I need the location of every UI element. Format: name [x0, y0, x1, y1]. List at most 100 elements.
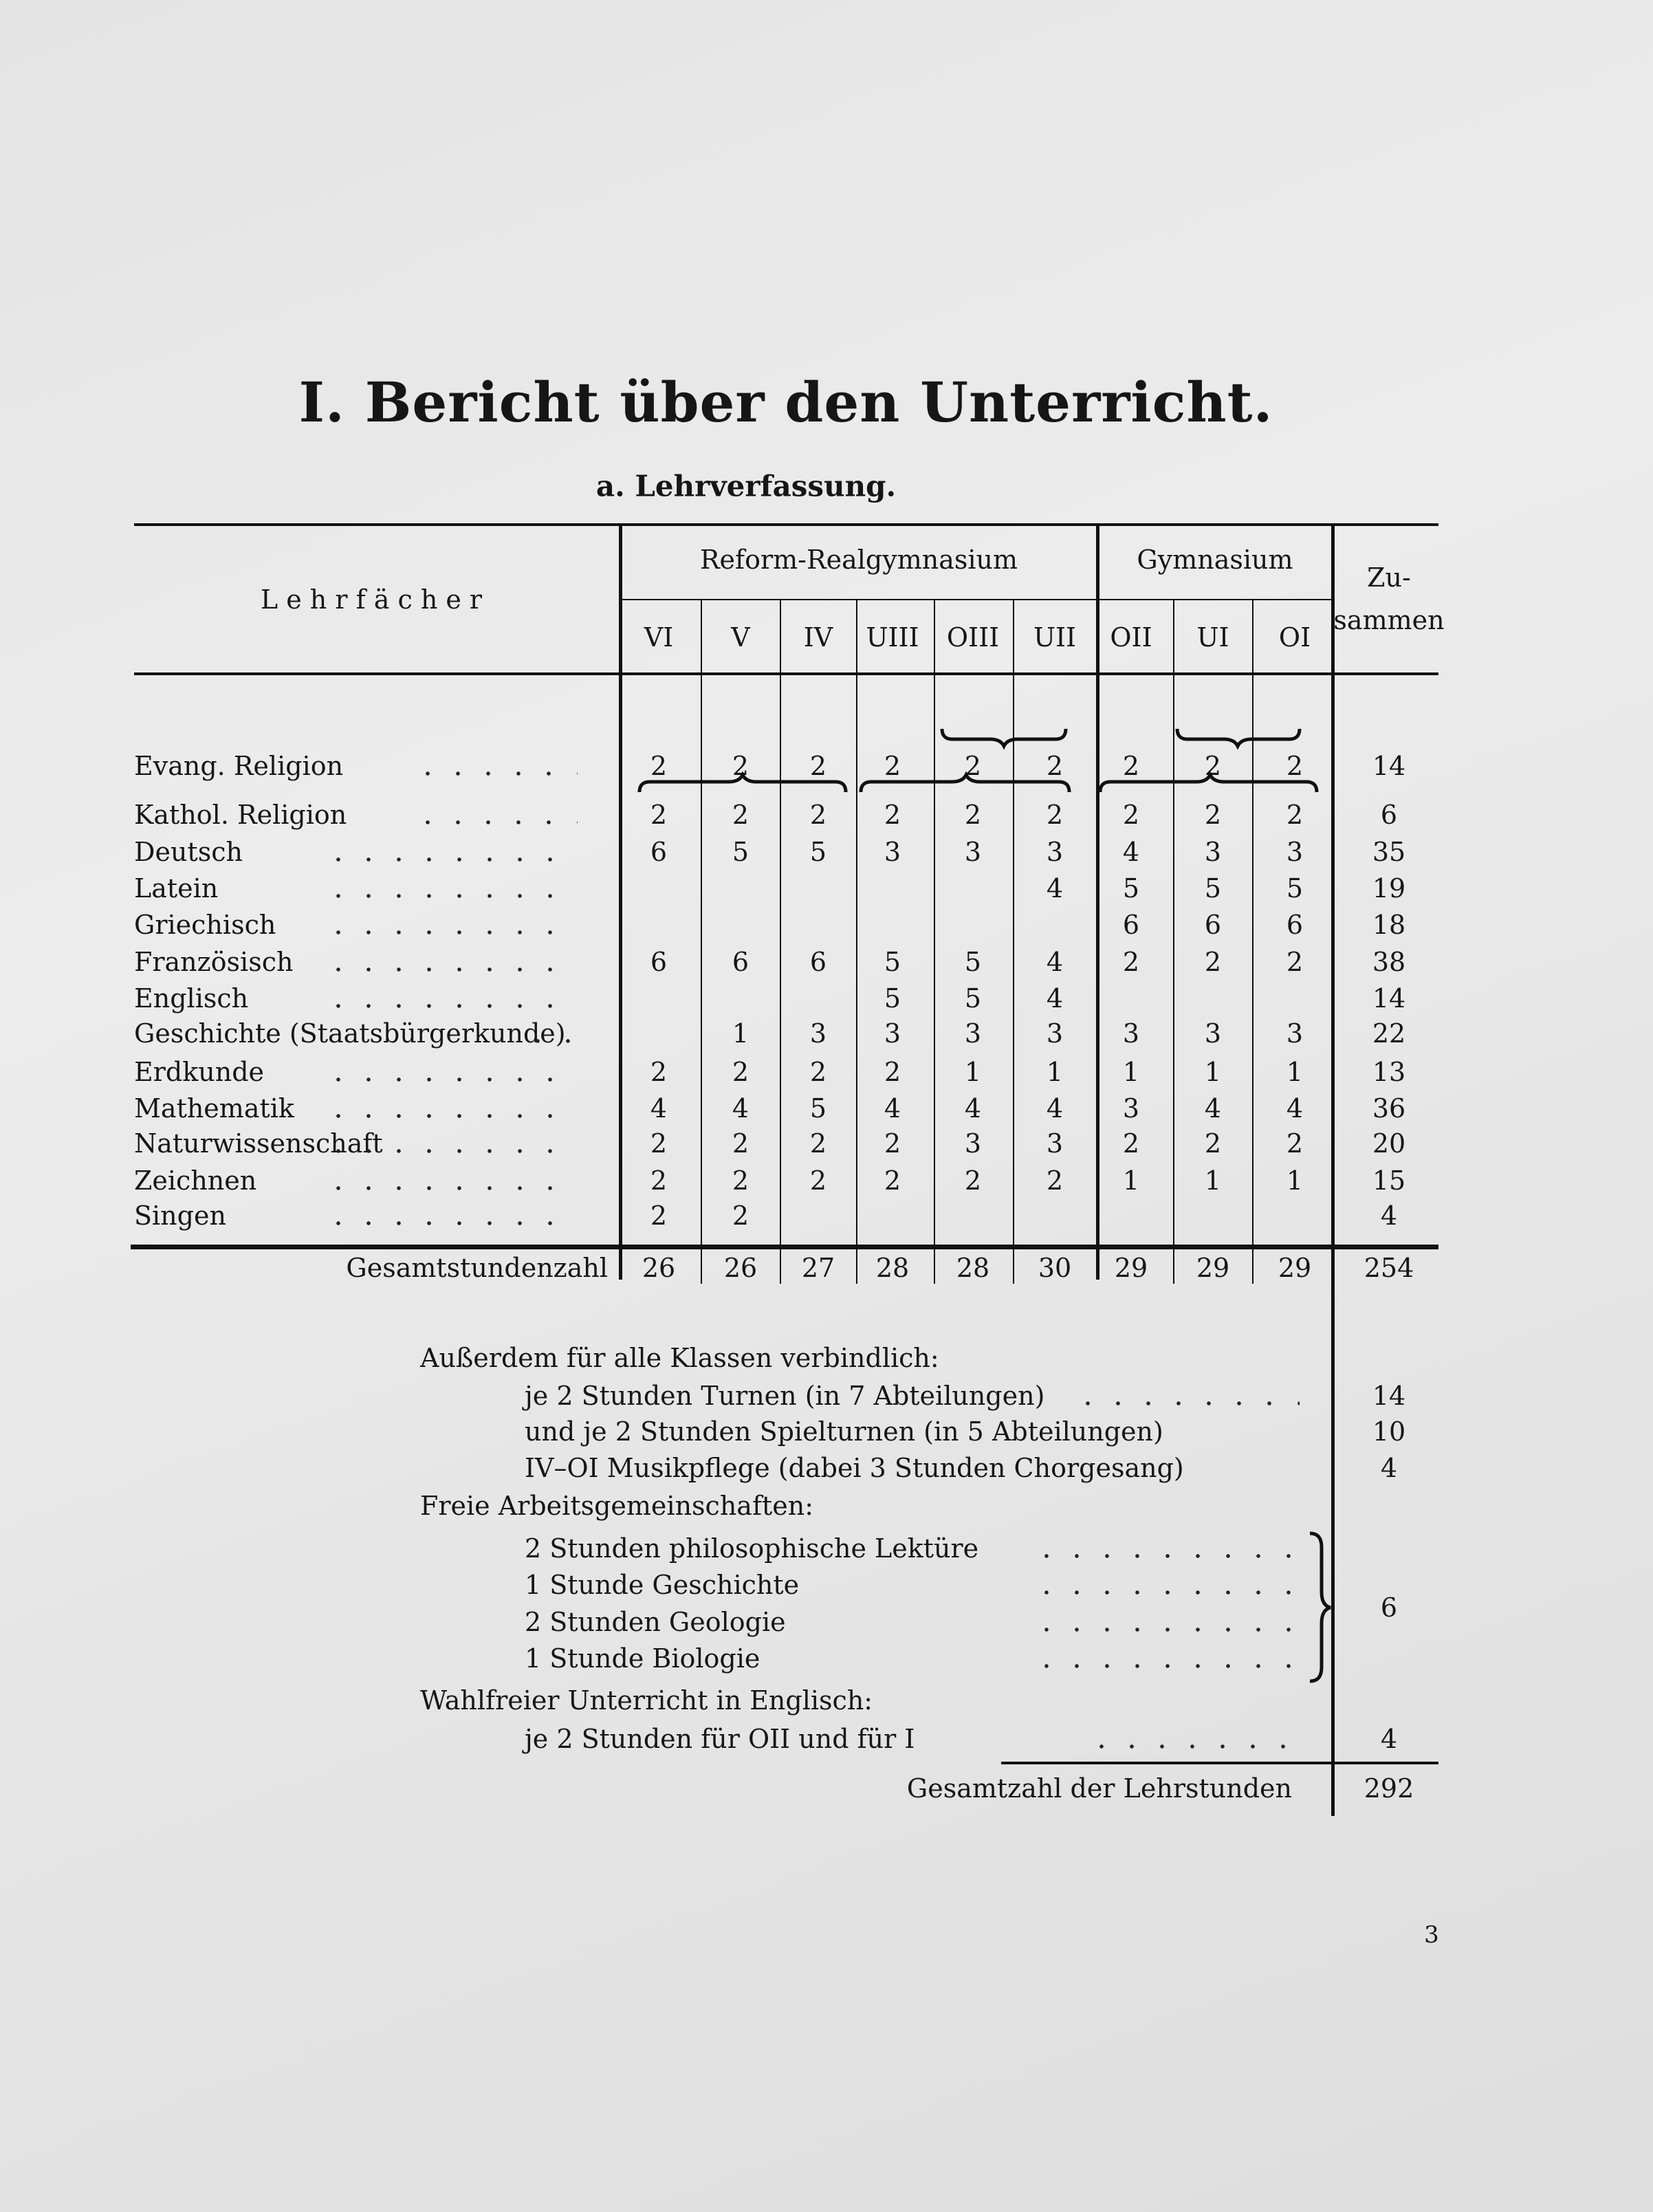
- mandatory-item: IV–OI Musikpflege (dabei 3 Stunden Chorg…: [525, 1453, 1184, 1483]
- hours-cell: 2: [1122, 947, 1140, 977]
- hours-cell: 2: [650, 1201, 668, 1231]
- hours-cell: 3: [1046, 1018, 1064, 1049]
- dot-leader: [323, 857, 578, 862]
- hours-cell: 2: [1286, 751, 1304, 781]
- dot-leader: [1031, 1664, 1293, 1668]
- section-subtitle: a. Lehrverfassung.: [595, 469, 897, 503]
- hours-cell: 3: [1122, 1093, 1140, 1124]
- brace-icon: [940, 728, 1068, 750]
- hours-cell: 3: [1204, 837, 1222, 867]
- subject-name: Griechisch: [134, 910, 276, 940]
- hours-cell: 6: [1204, 910, 1222, 940]
- subject-name: Latein: [134, 873, 219, 904]
- hours-cell: 1: [1286, 1165, 1304, 1196]
- hours-cell: 2: [1046, 1165, 1064, 1196]
- hours-cell: 2: [1286, 1128, 1304, 1159]
- column-rule: [780, 599, 781, 1248]
- hours-cell: 5: [1204, 873, 1222, 904]
- hours-cell: 3: [964, 1018, 982, 1049]
- hours-cell: 2: [964, 1165, 982, 1196]
- hours-cell: 2: [809, 751, 827, 781]
- subject-name: Evang. Religion: [134, 751, 344, 781]
- hours-cell: 2: [1046, 751, 1064, 781]
- hours-cell: 2: [650, 800, 668, 830]
- hours-cell: 5: [964, 947, 982, 977]
- hours-cell: 1: [1122, 1057, 1140, 1087]
- column-rule: [1013, 1249, 1014, 1284]
- class-header-oi: OI: [1278, 622, 1311, 653]
- hours-cell: 1: [1286, 1057, 1304, 1087]
- column-total: 28: [875, 1253, 910, 1283]
- dot-leader: [323, 1077, 578, 1082]
- row-total: 36: [1372, 1093, 1406, 1124]
- subject-name: Geschichte (Staatsbürgerkunde): [134, 1018, 566, 1049]
- hours-cell: 1: [732, 1018, 749, 1049]
- dot-leader: [323, 1114, 578, 1118]
- dot-leader: [413, 820, 578, 824]
- hours-cell: 5: [1122, 873, 1140, 904]
- row-total: 4: [1380, 1201, 1398, 1231]
- dot-leader: [1031, 1628, 1293, 1632]
- column-rule: [1173, 1249, 1174, 1284]
- free-item: 1 Stunde Geschichte: [525, 1570, 800, 1600]
- hours-cell: 4: [1046, 947, 1064, 977]
- class-header-oii: OII: [1110, 622, 1152, 653]
- column-rule: [1252, 599, 1254, 1248]
- hours-cell: 5: [1286, 873, 1304, 904]
- hours-cell: 4: [732, 1093, 749, 1124]
- group-header-gymnasium: Gymnasium: [1137, 545, 1293, 575]
- column-total: 29: [1114, 1253, 1148, 1283]
- hours-cell: 6: [1286, 910, 1304, 940]
- hours-cell: 2: [1046, 800, 1064, 830]
- elective-item: je 2 Stunden für OII und für I: [525, 1724, 915, 1754]
- hours-cell: 2: [1204, 1128, 1222, 1159]
- hours-cell: 3: [1046, 1128, 1064, 1159]
- hours-cell: 3: [809, 1018, 827, 1049]
- total-column-rule: [1331, 523, 1335, 1816]
- mandatory-value: 10: [1372, 1416, 1406, 1447]
- mandatory-item: und je 2 Stunden Spielturnen (in 5 Abtei…: [525, 1416, 1163, 1447]
- totals-label: Gesamtstundenzahl: [346, 1253, 608, 1283]
- hours-cell: 3: [884, 1018, 901, 1049]
- brace-icon: [1175, 728, 1302, 750]
- free-item: 2 Stunden philosophische Lektüre: [525, 1533, 979, 1564]
- row-total: 22: [1372, 1018, 1406, 1049]
- row-total: 38: [1372, 947, 1406, 977]
- hours-cell: 4: [1046, 1093, 1064, 1124]
- brace-icon: [1098, 771, 1319, 793]
- brace-icon: [859, 771, 1071, 793]
- subject-name: Kathol. Religion: [134, 800, 347, 830]
- hours-cell: 2: [1286, 947, 1304, 977]
- dot-leader: [523, 1039, 578, 1043]
- row-total: 14: [1372, 983, 1406, 1014]
- hours-cell: 5: [884, 983, 901, 1014]
- hours-cell: 2: [732, 1165, 749, 1196]
- hours-cell: 2: [809, 800, 827, 830]
- dot-leader: [323, 1186, 578, 1190]
- page-title: I. Bericht über den Unterricht.: [298, 370, 1273, 435]
- hours-cell: 4: [1046, 983, 1064, 1014]
- free-item: 2 Stunden Geologie: [525, 1607, 786, 1637]
- hours-cell: 4: [1204, 1093, 1222, 1124]
- hours-cell: 2: [650, 751, 668, 781]
- column-total: 27: [801, 1253, 835, 1283]
- total-header-line1: Zu-: [1367, 562, 1411, 593]
- column-total: 30: [1038, 1253, 1072, 1283]
- grand-total-rule: [1001, 1762, 1438, 1764]
- hours-cell: 2: [650, 1165, 668, 1196]
- hours-cell: 3: [1122, 1018, 1140, 1049]
- class-header-uiii: UIII: [866, 622, 919, 653]
- free-heading: Freie Arbeitsgemeinschaften:: [420, 1491, 814, 1521]
- hours-cell: 4: [1046, 873, 1064, 904]
- group-header-realgymnasium: Reform-Realgymnasium: [699, 545, 1018, 575]
- hours-cell: 6: [732, 947, 749, 977]
- hours-cell: 6: [650, 947, 668, 977]
- hours-cell: 2: [1122, 800, 1140, 830]
- dot-leader: [1031, 1554, 1293, 1558]
- grand-total-value: 292: [1364, 1773, 1414, 1804]
- hours-cell: 5: [732, 837, 749, 867]
- row-total: 18: [1372, 910, 1406, 940]
- hours-cell: 4: [650, 1093, 668, 1124]
- class-header-v: V: [731, 622, 750, 653]
